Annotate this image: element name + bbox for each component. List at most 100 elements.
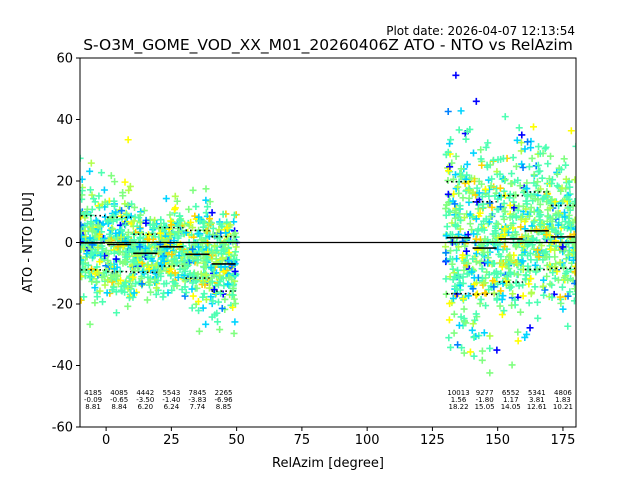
data-point [486,369,494,377]
data-point [566,183,574,191]
data-point [552,237,560,245]
data-point [188,285,196,293]
y-tick-label: -40 [52,359,73,374]
bin-std-label: 8.85 [216,403,232,411]
data-point [182,289,190,297]
bin-mean-label: 1.17 [503,396,519,404]
data-point [212,259,220,267]
data-point [208,277,216,285]
data-point [87,220,95,228]
data-point [476,209,484,217]
data-point [203,203,211,211]
data-point [170,255,178,263]
bin-std-label: 14.05 [501,403,521,411]
data-point [88,191,96,199]
data-point [171,205,179,213]
data-point [516,182,524,190]
data-point [525,299,533,307]
data-point [83,210,91,218]
bin-mean-label: 3.81 [529,396,545,404]
data-point [101,235,109,243]
data-point [494,195,502,203]
data-point [230,231,238,239]
data-point [167,272,175,280]
data-point [152,284,160,292]
x-tick-label: 0 [102,433,110,448]
data-point [124,136,132,144]
data-point [459,295,467,303]
data-point [500,215,508,223]
data-point [216,278,224,286]
data-point [172,248,180,256]
data-point [203,256,211,264]
data-point [214,318,222,326]
data-point [230,255,238,263]
data-point [497,252,505,260]
data-point [218,304,226,312]
data-point [559,243,567,251]
data-point [94,244,102,252]
data-point [448,159,456,167]
data-point [151,276,159,284]
bin-mean-label: -0.65 [110,396,128,404]
data-point [442,249,450,257]
data-point [442,257,450,265]
data-point [141,244,149,252]
data-point [202,271,210,279]
data-point [530,171,538,179]
data-point [527,192,535,200]
data-point [470,230,478,238]
data-point [521,145,529,153]
data-point [543,272,551,280]
data-point [484,139,492,147]
data-point [128,282,136,290]
data-point [534,168,542,176]
data-point [148,232,156,240]
data-point [189,186,197,194]
data-point [570,297,576,305]
data-point [145,265,153,273]
data-point [529,235,537,243]
data-point [465,186,473,194]
data-point [216,271,224,279]
data-point [171,192,179,200]
data-point [111,178,119,186]
data-point [167,230,175,238]
data-point [469,149,477,157]
data-point [196,217,204,225]
data-point [104,217,112,225]
data-point [124,228,132,236]
data-point [548,176,556,184]
data-point [124,253,132,261]
bin-mean-label: 1.56 [451,396,467,404]
data-point [514,271,522,279]
data-point [167,265,175,273]
data-point [162,259,170,267]
data-point [515,124,523,132]
data-point [473,198,481,206]
data-point [207,219,215,227]
data-point [562,161,570,169]
data-point [181,283,189,291]
data-point [96,287,104,295]
data-point [472,215,480,223]
data-point [514,176,522,184]
data-point [501,208,509,216]
data-point [525,212,533,220]
data-point [527,290,535,298]
data-point [194,230,202,238]
axes: 0 25 50 75 100 125 150 175 -60 -40 -20 0 20 40 60 [52,52,576,449]
data-point [449,294,457,302]
data-point [110,197,118,205]
data-point [136,225,144,233]
data-point [166,211,174,219]
data-point [209,224,217,232]
data-point [207,293,215,301]
data-point [445,334,453,342]
data-point [455,230,463,238]
data-point [538,174,546,182]
data-point [168,250,176,258]
data-point [470,274,478,282]
data-point [444,108,452,116]
data-point [472,191,480,199]
